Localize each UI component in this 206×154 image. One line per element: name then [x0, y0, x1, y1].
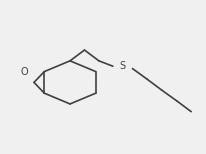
Text: O: O	[20, 67, 28, 77]
Text: S: S	[119, 61, 126, 71]
